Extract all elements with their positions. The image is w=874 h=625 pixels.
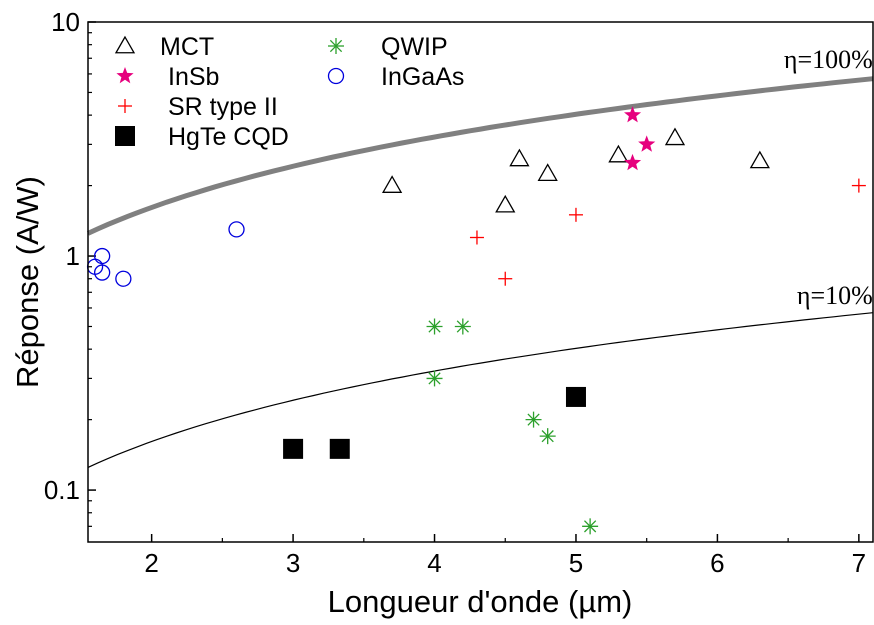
x-tick-label: 7 [852, 548, 866, 578]
point-mct [495, 194, 516, 213]
legend-label-qwip: QWIP [381, 33, 448, 61]
legend-marker-mct [114, 35, 136, 54]
legend-marker-qwip [328, 38, 344, 54]
legend-marker-sr-type-ii [118, 99, 132, 113]
point-qwip [426, 318, 443, 335]
legend-label-sr-type-ii: SR type II [168, 93, 278, 121]
point-ingaas [228, 221, 245, 238]
x-axis-title: Longueur d'onde (µm) [328, 584, 633, 619]
efficiency-label-100: η=100% [784, 45, 873, 74]
legend-marker-ingaas [327, 67, 345, 85]
point-sr-type-ii [498, 271, 513, 286]
y-tick-label: 10 [51, 7, 80, 37]
data-points [86, 106, 866, 535]
x-tick-label: 6 [710, 548, 724, 578]
point-insb [638, 135, 656, 152]
point-hgte-cqd [329, 438, 350, 459]
point-mct [509, 148, 530, 167]
legend-label-hgte-cqd: HgTe CQD [168, 123, 289, 151]
y-axis-title: Réponse (A/W) [10, 176, 45, 388]
legend-marker-insb [116, 67, 134, 84]
point-mct [537, 163, 558, 182]
x-tick-label: 4 [427, 548, 441, 578]
x-tick-label: 2 [144, 548, 158, 578]
point-ingaas [93, 247, 111, 265]
y-tick-label: 0.1 [44, 475, 80, 505]
point-insb [624, 153, 642, 171]
x-tick-label: 3 [286, 548, 300, 578]
efficiency-label-10: η=10% [797, 281, 873, 310]
point-hgte-cqd [565, 386, 586, 407]
plot-frame [87, 21, 874, 543]
point-ingaas [115, 270, 132, 287]
point-mct [608, 144, 629, 163]
point-sr-type-ii [568, 207, 583, 222]
point-qwip [525, 411, 542, 428]
legend-marker-hgte-cqd [115, 126, 135, 146]
point-hgte-cqd [283, 438, 304, 459]
efficiency-curves: η=100% η=10% [86, 45, 874, 468]
point-sr-type-ii [851, 178, 866, 193]
point-sr-type-ii [469, 230, 484, 245]
point-mct [664, 127, 686, 146]
point-ingaas [93, 264, 111, 281]
point-mct [749, 150, 770, 169]
point-qwip [454, 318, 471, 335]
y-tick-label: 1 [66, 241, 80, 271]
efficiency-curve-10 [87, 312, 874, 468]
point-mct [381, 175, 403, 193]
x-tick-label: 5 [569, 548, 583, 578]
legend-label-mct: MCT [160, 33, 214, 61]
point-qwip [426, 370, 443, 387]
point-qwip [539, 428, 556, 445]
point-qwip [582, 518, 599, 535]
point-insb [624, 106, 642, 123]
legend-label-ingaas: InGaAs [381, 63, 464, 91]
legend-label-insb: InSb [168, 63, 219, 91]
axis-ticks: 2 3 4 5 6 7 0.1 1 10 [44, 7, 866, 578]
efficiency-curve-100 [86, 76, 874, 236]
